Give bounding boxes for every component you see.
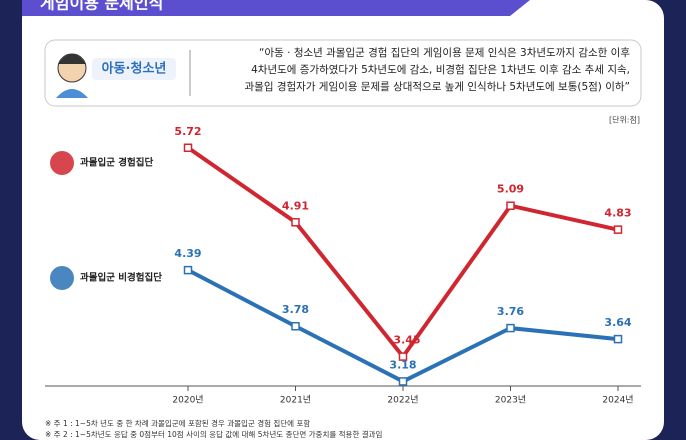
legend-icon — [50, 266, 74, 290]
note: ※ 주 2 : 1~5차년도 응답 중 0점부터 10점 사이의 응답 값에 대… — [45, 429, 382, 439]
unit: [단위:점] — [609, 115, 640, 125]
legend-label: 과몰입군 비경험집단 — [80, 272, 162, 284]
data-label: 3.45 — [393, 334, 420, 347]
person-hair — [58, 54, 86, 64]
data-label: 5.72 — [174, 125, 201, 138]
data-label: 4.83 — [604, 207, 631, 220]
quote-box — [44, 39, 642, 107]
subject: 아동·청소년 — [102, 61, 167, 77]
data-label: 4.91 — [282, 199, 309, 212]
point — [398, 377, 408, 386]
x-tick-label: 2020년 — [172, 395, 203, 406]
note: ※ 주 1 : 1~5차 년도 중 한 차례 과몰입군에 포함된 경우 과몰입군… — [45, 418, 310, 428]
x-tick-label: 2021년 — [280, 395, 311, 406]
point — [183, 143, 193, 153]
legend-icon — [50, 151, 74, 175]
point — [291, 321, 300, 331]
data-label: 3.76 — [497, 305, 524, 318]
point — [183, 265, 193, 275]
quote-line: “아동 · 청소년 과몰입군 경험 집단의 게임이용 문제 인식은 3차년도까지… — [259, 46, 630, 59]
title: 게임이용 문제인식 — [40, 0, 163, 13]
data-label: 3.18 — [389, 358, 416, 371]
point — [613, 334, 623, 344]
legend-label: 과몰입군 경험집단 — [80, 157, 153, 169]
point — [506, 323, 515, 333]
point — [613, 225, 623, 234]
point — [398, 352, 408, 361]
title-banner — [22, 0, 530, 16]
subject-badge — [92, 58, 176, 80]
x-tick-label: 2023년 — [495, 395, 526, 406]
quote-line: 4차년도에 증가하였다가 5차년도에 감소, 비경험 집단은 1차년도 이후 감… — [251, 63, 630, 76]
data-label: 3.78 — [282, 303, 309, 316]
quote-line: 과몰입 경험자가 게임이용 문제를 상대적으로 높게 인식하나 5차년도에 보통… — [245, 80, 630, 93]
x-tick-label: 2022년 — [387, 395, 418, 406]
x-tick-label: 2024년 — [602, 395, 633, 406]
point — [291, 218, 300, 227]
data-label: 5.09 — [497, 183, 524, 196]
data-label: 4.39 — [174, 247, 201, 260]
person-body — [56, 89, 88, 98]
data-label: 3.64 — [604, 316, 631, 329]
point — [506, 201, 515, 210]
